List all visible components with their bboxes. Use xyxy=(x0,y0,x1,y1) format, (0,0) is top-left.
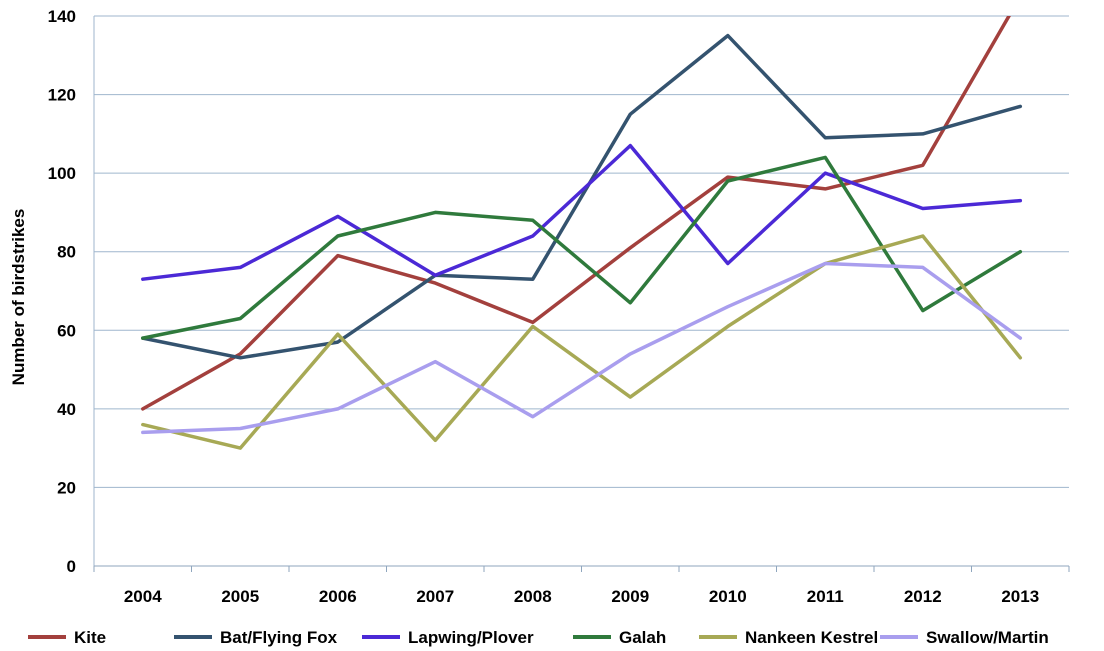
legend-item: Bat/Flying Fox xyxy=(174,628,338,647)
series-lines xyxy=(141,16,1023,450)
x-axis-tick-labels: 2004 2005 2006 2007 2008 2009 2010 2011 2012 2013 xyxy=(124,587,1039,606)
x-tick-label: 2008 xyxy=(514,587,552,606)
legend-item: Nankeen Kestrel xyxy=(699,628,878,647)
legend-item: Lapwing/Plover xyxy=(362,628,534,647)
x-tick-label: 2009 xyxy=(611,587,649,606)
x-tick-label: 2005 xyxy=(221,587,259,606)
x-axis-ticks xyxy=(93,566,1070,572)
y-tick-label: 140 xyxy=(48,7,76,26)
x-tick-label: 2011 xyxy=(807,587,844,606)
legend: Kite Bat/Flying Fox Lapwing/Plover Galah Nan… xyxy=(28,628,1049,647)
legend-item: Swallow/Martin xyxy=(880,628,1049,647)
x-tick-label: 2006 xyxy=(319,587,357,606)
y-tick-label: 0 xyxy=(67,557,76,576)
x-tick-label: 2004 xyxy=(124,587,162,606)
y-tick-label: 40 xyxy=(57,400,76,419)
y-tick-label: 60 xyxy=(57,321,76,340)
series-line-kite xyxy=(141,16,1012,411)
series-line-bat-flying-fox xyxy=(141,33,1023,360)
x-tick-label: 2010 xyxy=(709,587,747,606)
y-axis-title: Number of birdstrikes xyxy=(9,209,28,386)
series-line-galah xyxy=(141,155,1023,340)
gridlines xyxy=(94,15,1069,488)
y-tick-label: 80 xyxy=(57,243,76,262)
legend-item: Kite xyxy=(28,628,106,647)
legend-label: Lapwing/Plover xyxy=(408,628,534,647)
y-axis-tick-labels: 0 20 40 60 80 100 120 140 xyxy=(48,7,76,576)
y-tick-label: 100 xyxy=(48,164,76,183)
legend-label: Bat/Flying Fox xyxy=(220,628,338,647)
series-line-nankeen-kestrel xyxy=(141,234,1023,450)
series-line-swallow-martin xyxy=(141,261,1023,435)
legend-item: Galah xyxy=(573,628,666,647)
x-tick-label: 2013 xyxy=(1001,587,1039,606)
y-tick-label: 20 xyxy=(57,478,76,497)
legend-label: Nankeen Kestrel xyxy=(745,628,878,647)
x-tick-label: 2007 xyxy=(416,587,454,606)
legend-label: Galah xyxy=(619,628,666,647)
x-tick-label: 2012 xyxy=(904,587,942,606)
legend-label: Kite xyxy=(74,628,106,647)
axes xyxy=(93,16,1069,567)
series-line-lapwing-plover xyxy=(141,143,1023,281)
y-tick-label: 120 xyxy=(48,86,76,105)
legend-label: Swallow/Martin xyxy=(926,628,1049,647)
